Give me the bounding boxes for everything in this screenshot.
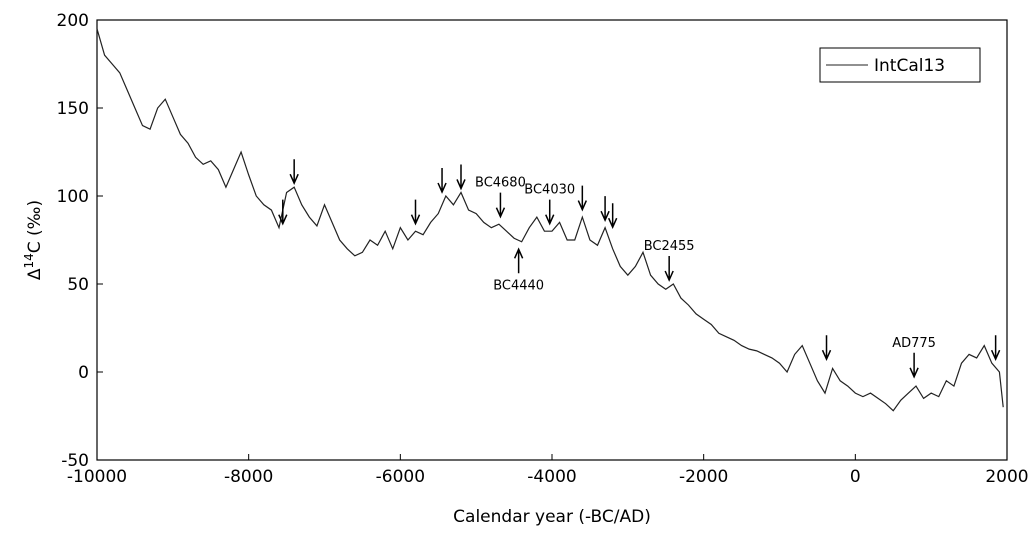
- annotation-arrow: [495, 192, 506, 219]
- y-label-sup: 14: [22, 253, 36, 268]
- annotation-arrow: [289, 159, 299, 186]
- annotation-arrow: [545, 199, 555, 226]
- annotation-label: BC4440: [493, 278, 544, 293]
- x-tick-label: 0: [850, 467, 861, 487]
- annotation-label: AD775: [892, 336, 936, 351]
- y-tick-label: -50: [61, 451, 89, 471]
- x-tick-label: 2000: [985, 467, 1028, 487]
- annotation-arrow: [456, 164, 466, 191]
- annotation-arrow: [821, 335, 832, 362]
- annotation-arrow: [437, 168, 447, 194]
- annotation-arrow: [577, 185, 588, 212]
- y-tick-label: 50: [67, 275, 89, 295]
- annotation-arrow: [607, 203, 618, 230]
- plot-frame: [96, 19, 1008, 461]
- y-label-prefix: Δ: [25, 268, 45, 280]
- annotation-label: BC4680: [475, 176, 526, 191]
- annotation-label: BC4030: [524, 183, 575, 198]
- legend-label: IntCal13: [874, 56, 945, 76]
- x-tick-label: -6000: [376, 467, 425, 487]
- annotation-arrow: [664, 256, 674, 282]
- annotation-arrow: [410, 199, 421, 226]
- y-tick-label: 100: [57, 187, 89, 207]
- annotation-arrow: [990, 335, 1001, 362]
- annotation-arrow: [909, 352, 919, 379]
- y-tick-label: 0: [78, 363, 89, 383]
- x-tick-label: -2000: [679, 467, 728, 487]
- x-tick-label: -4000: [527, 467, 576, 487]
- annotation-arrow: [513, 247, 524, 274]
- x-axis-label: Calendar year (-BC/AD): [453, 507, 651, 527]
- annotation-label: BC2455: [644, 239, 695, 254]
- y-axis-label: Δ14C (‰): [22, 200, 45, 280]
- x-tick-label: -10000: [67, 467, 127, 487]
- annotation-arrow: [600, 196, 610, 223]
- y-tick-label: 150: [57, 99, 89, 119]
- y-label-suffix: C (‰): [25, 200, 45, 253]
- annotation-arrow: [278, 199, 288, 226]
- data-line: [96, 28, 1004, 412]
- x-tick-label: -8000: [224, 467, 273, 487]
- y-tick-label: 200: [57, 11, 89, 31]
